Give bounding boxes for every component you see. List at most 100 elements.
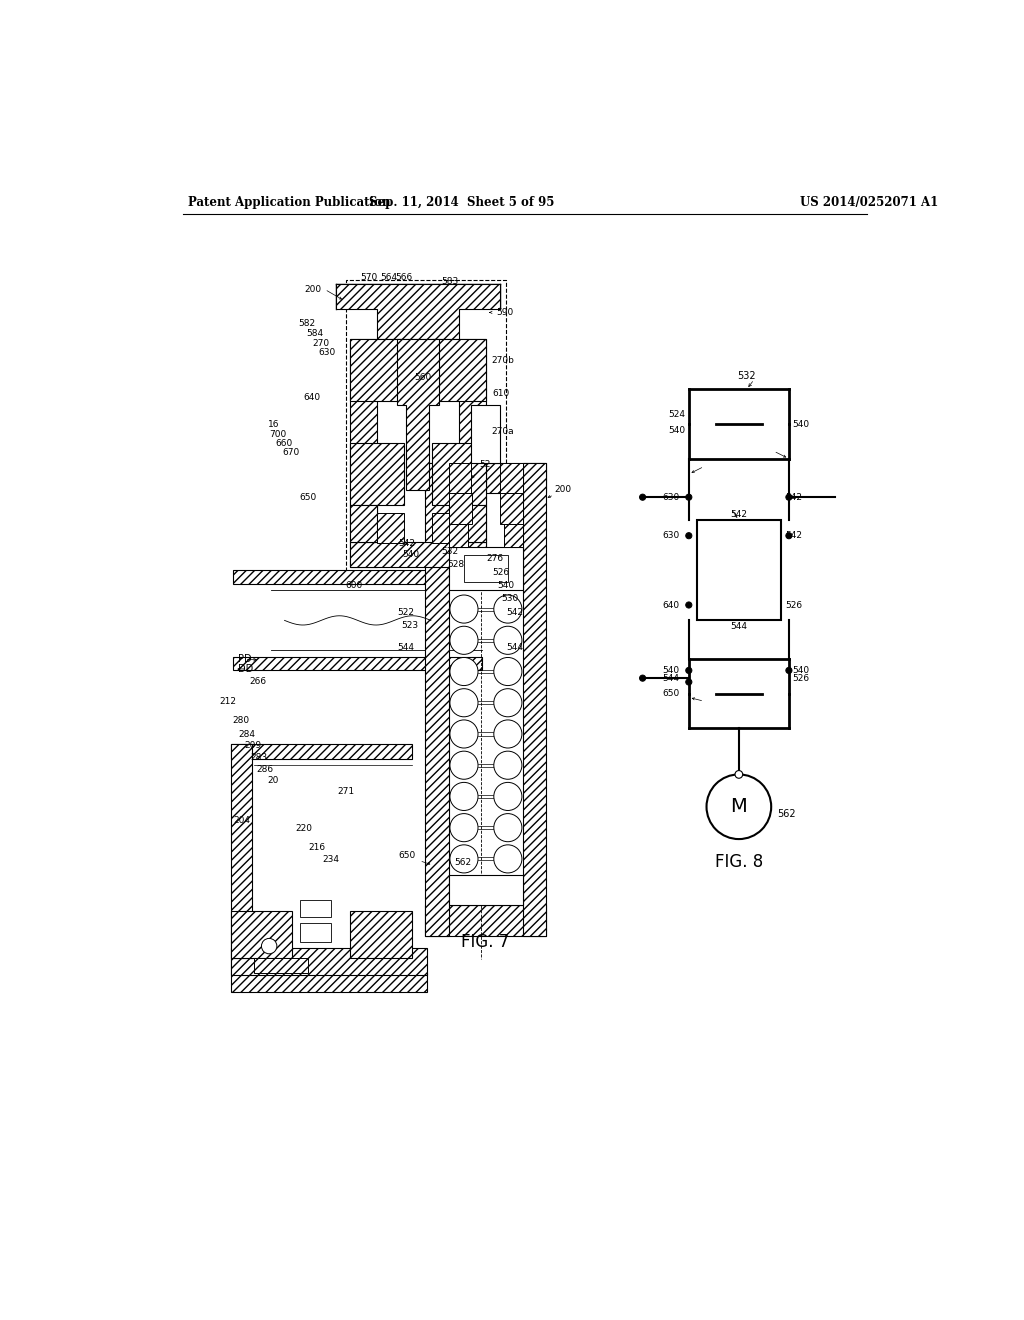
Text: 582: 582 bbox=[298, 319, 315, 329]
Circle shape bbox=[707, 775, 771, 840]
Circle shape bbox=[785, 668, 792, 673]
Polygon shape bbox=[230, 958, 412, 973]
Text: 216: 216 bbox=[308, 843, 326, 851]
Circle shape bbox=[686, 678, 692, 685]
Text: 271: 271 bbox=[337, 787, 354, 796]
Text: 610: 610 bbox=[493, 389, 510, 397]
Text: FIG. 8: FIG. 8 bbox=[715, 853, 763, 871]
Text: 212: 212 bbox=[219, 697, 237, 706]
Circle shape bbox=[640, 675, 646, 681]
Polygon shape bbox=[425, 906, 547, 936]
Polygon shape bbox=[460, 339, 486, 566]
Circle shape bbox=[450, 657, 478, 685]
Text: 220: 220 bbox=[295, 824, 312, 833]
Circle shape bbox=[450, 719, 478, 748]
Polygon shape bbox=[350, 543, 486, 566]
Polygon shape bbox=[254, 958, 307, 973]
Text: 283: 283 bbox=[251, 752, 267, 762]
Text: 280: 280 bbox=[232, 715, 250, 725]
Polygon shape bbox=[230, 948, 427, 974]
Text: 670: 670 bbox=[283, 447, 300, 457]
Text: 544: 544 bbox=[663, 673, 680, 682]
Circle shape bbox=[494, 845, 522, 873]
Text: 700: 700 bbox=[269, 429, 286, 438]
Circle shape bbox=[735, 771, 742, 779]
Text: DD: DD bbox=[239, 664, 254, 675]
Bar bbox=[471, 405, 500, 462]
Text: 650: 650 bbox=[398, 851, 416, 859]
Text: 542: 542 bbox=[785, 531, 802, 540]
Circle shape bbox=[686, 602, 692, 609]
Text: 270b: 270b bbox=[490, 355, 514, 364]
Text: 52: 52 bbox=[479, 461, 490, 470]
Text: Sep. 11, 2014  Sheet 5 of 95: Sep. 11, 2014 Sheet 5 of 95 bbox=[369, 195, 554, 209]
Text: 650: 650 bbox=[299, 492, 316, 502]
Text: 540: 540 bbox=[663, 667, 680, 675]
Text: 540: 540 bbox=[793, 420, 810, 429]
Text: 526: 526 bbox=[785, 601, 802, 610]
Text: 528: 528 bbox=[446, 560, 464, 569]
Text: 284: 284 bbox=[239, 730, 255, 739]
Polygon shape bbox=[460, 506, 486, 543]
Text: 542: 542 bbox=[506, 609, 523, 618]
Text: 570: 570 bbox=[360, 273, 378, 282]
Circle shape bbox=[686, 494, 692, 500]
Text: 562: 562 bbox=[777, 809, 796, 820]
Circle shape bbox=[785, 494, 792, 500]
Text: 566: 566 bbox=[395, 273, 413, 282]
Circle shape bbox=[494, 813, 522, 842]
Circle shape bbox=[494, 689, 522, 717]
Text: 542: 542 bbox=[785, 492, 802, 502]
Polygon shape bbox=[230, 911, 292, 958]
Polygon shape bbox=[500, 462, 523, 494]
Bar bbox=[300, 923, 331, 942]
Bar bbox=[449, 548, 523, 590]
Bar bbox=[377, 512, 403, 544]
Polygon shape bbox=[500, 494, 523, 524]
Text: 590: 590 bbox=[497, 308, 514, 317]
Circle shape bbox=[686, 668, 692, 673]
Polygon shape bbox=[230, 973, 427, 993]
Circle shape bbox=[450, 689, 478, 717]
Text: 532: 532 bbox=[441, 546, 459, 556]
Text: 640: 640 bbox=[304, 392, 321, 401]
Bar bbox=[300, 900, 331, 917]
Circle shape bbox=[494, 751, 522, 779]
Polygon shape bbox=[449, 494, 472, 524]
Text: 542: 542 bbox=[398, 539, 416, 548]
Polygon shape bbox=[350, 339, 377, 566]
Text: Patent Application Publication: Patent Application Publication bbox=[188, 195, 391, 209]
Text: PD: PD bbox=[239, 653, 252, 664]
Polygon shape bbox=[233, 656, 481, 671]
Text: US 2014/0252071 A1: US 2014/0252071 A1 bbox=[801, 195, 939, 209]
Bar bbox=[464, 554, 508, 582]
Text: 540: 540 bbox=[668, 426, 685, 434]
Circle shape bbox=[494, 595, 522, 623]
Text: 560: 560 bbox=[415, 374, 432, 383]
Text: 286: 286 bbox=[257, 764, 273, 774]
Polygon shape bbox=[523, 462, 547, 936]
Text: 630: 630 bbox=[318, 348, 336, 356]
Text: 540: 540 bbox=[402, 550, 419, 560]
Circle shape bbox=[450, 813, 478, 842]
Bar bbox=[696, 520, 781, 620]
Polygon shape bbox=[350, 506, 377, 543]
Circle shape bbox=[686, 532, 692, 539]
Circle shape bbox=[785, 532, 792, 539]
Text: 640: 640 bbox=[663, 601, 680, 610]
Text: 630: 630 bbox=[663, 531, 680, 540]
Text: 200: 200 bbox=[304, 285, 322, 294]
Text: 630: 630 bbox=[663, 492, 680, 502]
Text: 204: 204 bbox=[232, 816, 250, 825]
Circle shape bbox=[450, 626, 478, 655]
Circle shape bbox=[494, 626, 522, 655]
Text: 540: 540 bbox=[793, 667, 810, 675]
Bar bbox=[346, 280, 506, 574]
Text: 564: 564 bbox=[380, 273, 397, 282]
Text: FIG. 7: FIG. 7 bbox=[461, 933, 509, 952]
Text: 540: 540 bbox=[497, 581, 514, 590]
Text: 542: 542 bbox=[730, 510, 748, 519]
Text: 526: 526 bbox=[493, 568, 510, 577]
Polygon shape bbox=[432, 339, 486, 401]
Polygon shape bbox=[350, 911, 412, 958]
